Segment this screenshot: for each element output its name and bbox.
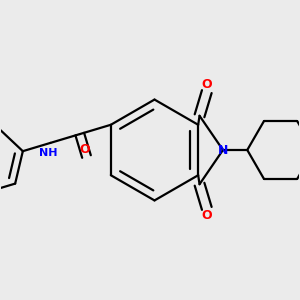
Text: O: O: [202, 209, 212, 222]
Text: O: O: [80, 143, 90, 156]
Text: O: O: [202, 78, 212, 91]
Text: NH: NH: [39, 148, 58, 158]
Text: N: N: [218, 144, 228, 158]
